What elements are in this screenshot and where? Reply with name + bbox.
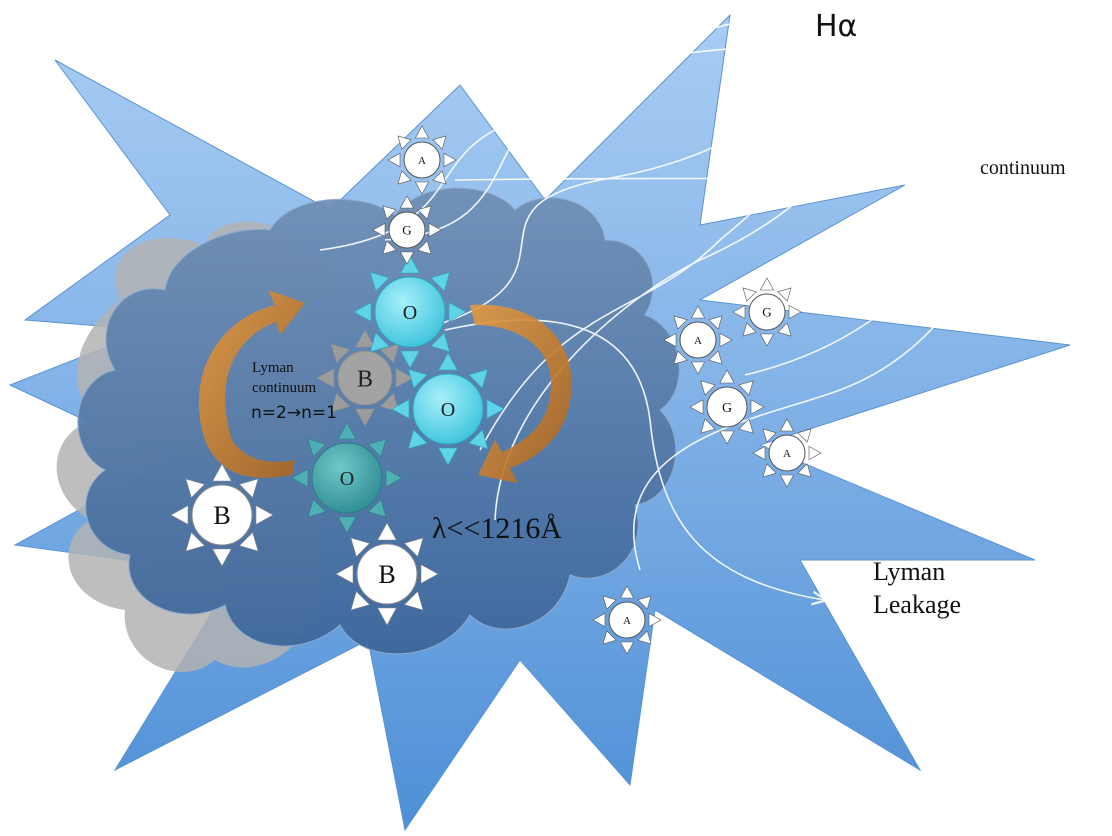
star-class-label: A xyxy=(694,335,702,347)
star-a-top: A xyxy=(388,126,456,194)
star-class-label: B xyxy=(378,560,395,589)
star-a-right-low: A xyxy=(753,419,821,487)
star-b-left: B xyxy=(171,464,273,566)
star-class-label: A xyxy=(418,155,426,167)
star-ray xyxy=(760,278,773,290)
star-a-bottom: A xyxy=(593,586,661,654)
star-class-label: A xyxy=(623,615,631,627)
star-g-right-mid: G xyxy=(690,370,764,444)
lyman-continuum-label: Lyman continuum xyxy=(252,358,316,398)
wavelength-label: λ<<1216Å xyxy=(432,514,562,544)
star-class-label: G xyxy=(722,401,732,416)
star-g-top: G xyxy=(373,196,441,264)
star-class-label: O xyxy=(441,399,455,421)
transition-label: n=2→n=1 xyxy=(251,405,337,422)
star-class-label: B xyxy=(357,366,373,392)
star-class-label: B xyxy=(213,501,230,530)
star-class-label: G xyxy=(402,223,411,238)
star-b-bottom: B xyxy=(336,523,438,625)
halpha-label: Hα xyxy=(815,12,857,42)
lyman-leakage-label: Lyman Leakage xyxy=(873,555,961,621)
star-ray xyxy=(649,613,661,626)
continuum-label: continuum xyxy=(980,158,1066,178)
star-class-label: O xyxy=(340,468,354,490)
star-class-label: G xyxy=(762,305,771,320)
star-g-right-top: G xyxy=(733,278,801,346)
star-class-label: O xyxy=(403,302,417,324)
star-o-upper: O xyxy=(354,256,466,368)
star-ray xyxy=(809,446,821,459)
star-o-middle: O xyxy=(392,353,504,465)
star-a-right: A xyxy=(664,306,732,374)
star-class-label: A xyxy=(783,448,791,460)
